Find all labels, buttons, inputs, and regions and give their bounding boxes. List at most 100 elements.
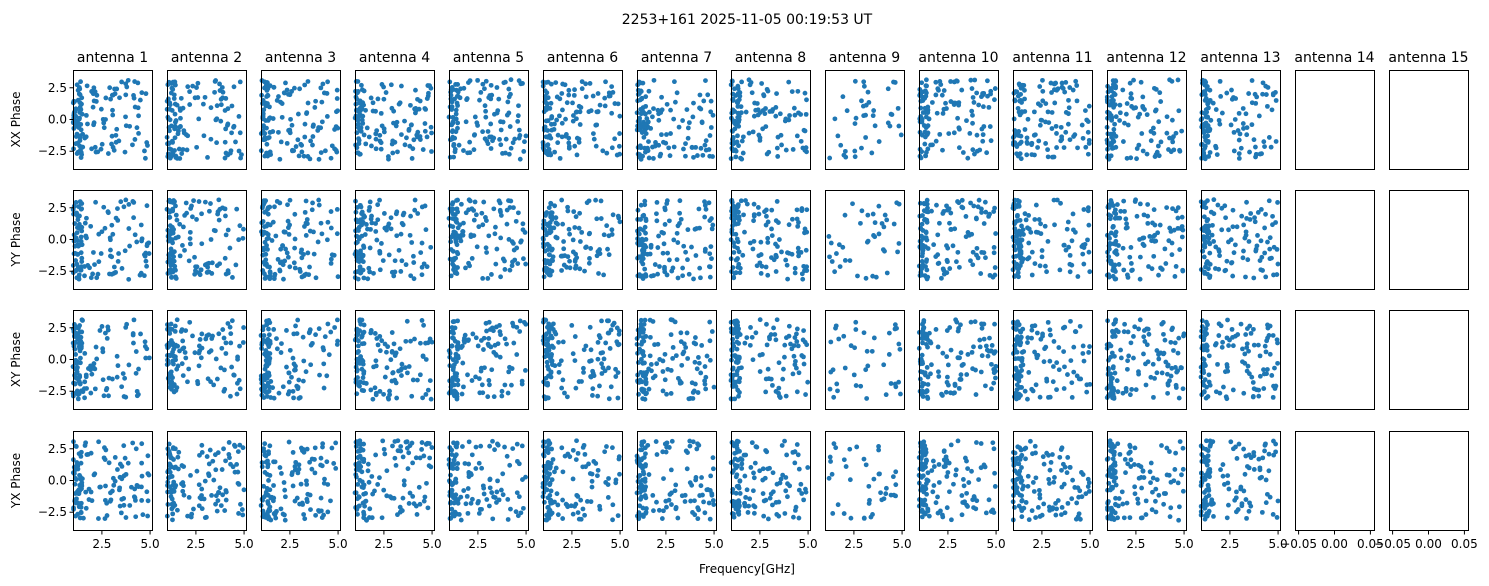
data-point	[774, 91, 779, 97]
data-point	[357, 379, 363, 385]
data-point	[169, 496, 175, 502]
data-point	[412, 336, 417, 342]
data-point	[827, 155, 833, 161]
data-point	[790, 216, 795, 222]
data-point	[278, 139, 284, 145]
data-point	[544, 230, 549, 235]
data-point	[664, 391, 669, 397]
data-point	[922, 443, 928, 449]
data-point	[177, 221, 183, 227]
data-point	[381, 391, 386, 397]
data-point	[218, 118, 224, 124]
data-point	[293, 323, 298, 329]
data-point	[355, 375, 360, 380]
data-point	[460, 360, 466, 366]
data-point	[560, 497, 565, 503]
data-point	[386, 252, 392, 258]
data-point	[643, 334, 649, 339]
data-point	[103, 330, 108, 336]
data-point	[366, 515, 372, 520]
data-point	[582, 512, 587, 518]
data-point	[451, 461, 457, 467]
data-point	[102, 457, 108, 462]
data-point	[417, 98, 423, 104]
data-point	[483, 215, 488, 220]
data-point	[73, 444, 79, 449]
data-point	[72, 475, 78, 481]
data-point	[917, 388, 923, 394]
data-point	[264, 150, 269, 156]
data-point	[98, 106, 104, 112]
data-point	[656, 111, 662, 117]
data-point	[515, 210, 521, 216]
data-point	[87, 265, 92, 271]
data-point	[595, 249, 601, 254]
data-point	[852, 345, 858, 351]
data-point	[946, 131, 952, 137]
data-point	[372, 331, 378, 336]
data-point	[588, 246, 594, 251]
data-point	[497, 207, 503, 213]
data-point	[983, 209, 989, 215]
y-tick-label: 0.0	[48, 353, 67, 367]
data-point	[211, 382, 217, 388]
data-point	[74, 261, 80, 267]
data-point	[955, 438, 961, 444]
data-point	[594, 216, 600, 222]
subplot-frame	[355, 310, 435, 410]
data-point	[668, 467, 674, 473]
data-point	[740, 252, 746, 258]
data-point	[778, 476, 784, 482]
data-point	[130, 440, 136, 446]
data-point	[560, 339, 566, 345]
data-point	[307, 264, 312, 270]
data-point	[666, 218, 672, 224]
data-point	[590, 386, 596, 392]
data-point	[375, 217, 381, 223]
data-point	[983, 510, 989, 516]
data-point	[456, 142, 462, 148]
data-point	[979, 249, 985, 255]
data-point	[646, 109, 652, 115]
data-point	[944, 474, 950, 479]
data-point	[281, 90, 287, 96]
data-point	[367, 199, 373, 205]
data-point	[223, 213, 228, 219]
data-point	[690, 396, 696, 401]
subplot-frame	[919, 310, 999, 410]
data-point	[642, 493, 648, 498]
data-point	[918, 245, 924, 251]
data-point	[260, 232, 265, 238]
data-point	[267, 149, 273, 155]
data-point	[840, 94, 846, 100]
data-point	[545, 128, 551, 133]
data-point	[829, 471, 835, 477]
subplot-frame	[637, 431, 717, 531]
data-point	[506, 198, 511, 204]
data-point	[363, 141, 369, 147]
data-point	[847, 258, 853, 263]
data-point	[486, 503, 492, 509]
data-point	[765, 516, 771, 522]
data-point	[295, 111, 301, 117]
data-point	[640, 261, 646, 267]
data-point	[612, 136, 618, 142]
data-point	[826, 475, 832, 481]
data-point	[554, 491, 560, 497]
data-point	[497, 137, 502, 142]
data-point	[100, 377, 106, 383]
data-point	[357, 219, 363, 225]
data-point	[927, 339, 933, 345]
data-point	[827, 386, 833, 392]
data-point	[503, 136, 509, 142]
data-point	[278, 506, 284, 512]
data-point	[695, 153, 700, 158]
data-point	[545, 380, 551, 386]
data-point	[216, 490, 222, 496]
data-point	[882, 212, 888, 218]
data-point	[1040, 98, 1046, 104]
data-point	[517, 156, 523, 162]
data-point	[146, 251, 152, 256]
data-point	[377, 132, 383, 138]
data-point	[212, 452, 218, 458]
